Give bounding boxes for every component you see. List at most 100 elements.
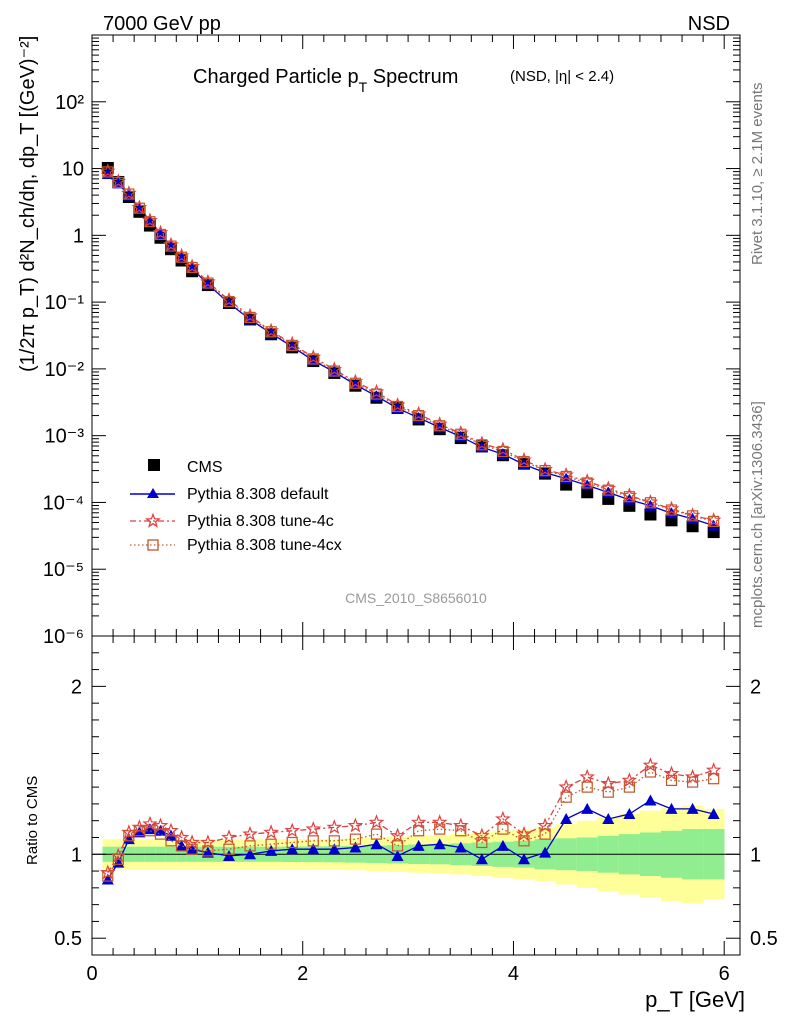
- ratio-series-point: [368, 814, 385, 829]
- ratio-y-tick-label: 2: [71, 676, 82, 698]
- main-series-point: [244, 311, 256, 324]
- ratio-series-point: [244, 840, 256, 852]
- ratio-series-point: [518, 853, 530, 865]
- main-series-point: [708, 515, 720, 528]
- ratio-series-point: [391, 849, 404, 861]
- ratio-series-point: [410, 814, 427, 829]
- legend-tune4cx-label: Pythia 8.308 tune-4cx: [187, 537, 342, 554]
- mcplots-source-label: mcplots.cern.ch [arXiv:1306.3436]: [749, 401, 766, 628]
- y-tick-label: 10⁻³: [45, 426, 85, 448]
- ratio-series-point: [539, 828, 551, 840]
- ratio-series-point: [602, 813, 615, 825]
- ratio-series-point: [665, 802, 678, 814]
- main-series-point: [476, 439, 488, 451]
- ratio-series-point: [201, 846, 214, 858]
- ratio-series-point: [265, 844, 278, 856]
- ratio-series-point: [558, 778, 574, 794]
- ratio-series-point: [186, 843, 198, 855]
- main-series-point: [133, 202, 146, 214]
- ratio-y-axis-label: Ratio to CMS: [24, 776, 41, 865]
- chart-title-prefix: Charged Particle p: [193, 66, 359, 88]
- ratio-series-point: [644, 766, 657, 778]
- legend-tune4c-label: Pythia 8.308 tune-4c: [187, 513, 334, 530]
- cms-data-point: [644, 508, 657, 521]
- y-tick-label: 10⁻¹: [45, 292, 85, 314]
- chart-title: Charged Particle pT Spectrum: [193, 66, 458, 95]
- ratio-series-point: [101, 873, 114, 885]
- ratio-series-point: [581, 802, 594, 814]
- ratio-series-point: [665, 774, 678, 786]
- legend-default-marker: [147, 488, 159, 498]
- y-tick-label: 10⁻⁶: [43, 626, 84, 648]
- ratio-series-point: [708, 773, 720, 785]
- header-energy-label: 7000 GeV pp: [103, 13, 221, 35]
- main-series-point: [112, 176, 124, 189]
- ratio-series-point: [684, 768, 701, 784]
- main-series-point: [581, 477, 593, 489]
- main-series-point: [175, 251, 188, 263]
- ratio-y-tick-label-right: 1: [750, 844, 761, 866]
- ratio-series-point: [307, 843, 320, 855]
- main-y-axis-label: (1/2π p_T) d²N_ch/dη, dp_T [(GeV)⁻²]: [17, 36, 39, 372]
- ratio-series-point: [154, 824, 167, 836]
- x-tick-label: 4: [508, 963, 519, 985]
- ratio-series-point: [152, 817, 169, 833]
- ratio-series-point: [307, 835, 319, 847]
- ratio-series-point: [475, 853, 488, 865]
- legend-tune4cx-marker: [147, 539, 159, 551]
- main-series-point: [391, 400, 404, 413]
- main-series-point: [686, 510, 699, 522]
- ratio-series-point: [496, 839, 509, 851]
- ratio-series-point: [328, 843, 341, 855]
- ratio-series-point: [452, 817, 469, 833]
- chart-title-suffix: Spectrum: [367, 66, 458, 88]
- y-tick-label: 10⁻⁵: [43, 559, 84, 581]
- ratio-series-point: [537, 817, 553, 833]
- x-axis-label: p_T [GeV]: [645, 987, 745, 1012]
- ratio-series-point: [244, 848, 257, 860]
- ratio-series-point: [474, 827, 490, 843]
- main-series-point: [434, 420, 446, 432]
- ratio-series-point: [623, 781, 635, 793]
- main-series-point: [560, 470, 572, 483]
- ratio-series-point: [200, 834, 216, 850]
- ratio-series-point: [579, 768, 596, 784]
- main-series-point: [623, 491, 635, 503]
- axis-ticks: 0 2 4 6 10⁻⁶ 10⁻⁵ 10⁻⁴ 10⁻³ 10⁻² 10⁻¹ 1 10 10² 0.5 0.5…: [43, 35, 778, 985]
- ratio-series-point: [602, 786, 614, 798]
- rivet-version-label: Rivet 3.1.10, ≥ 2.1M events: [749, 83, 766, 266]
- main-series-point: [202, 277, 214, 289]
- ratio-series-point: [263, 824, 279, 840]
- ratio-series-point: [286, 836, 298, 849]
- main-series-point: [165, 240, 177, 252]
- ratio-series-point: [560, 791, 572, 803]
- ratio-series-point: [623, 807, 636, 819]
- ratio-series-point: [142, 815, 158, 831]
- legend-default-label: Pythia 8.308 default: [187, 486, 329, 503]
- ratio-series-point: [516, 825, 532, 841]
- ratio-series-point: [202, 845, 214, 857]
- main-series-point: [154, 228, 167, 241]
- ratio-series-point: [600, 775, 617, 791]
- ratio-series-point: [265, 838, 277, 850]
- main-series-point: [707, 519, 720, 531]
- analysis-id-label: CMS_2010_S8656010: [345, 590, 487, 606]
- ratio-series-point: [413, 825, 425, 837]
- main-series-point: [370, 388, 383, 400]
- ratio-series-point: [431, 814, 448, 829]
- ratio-series-point: [686, 776, 699, 788]
- ratio-series-point: [642, 757, 659, 772]
- ratio-series-point: [112, 853, 124, 865]
- main-series-point: [328, 365, 340, 377]
- ratio-series-point: [133, 826, 146, 838]
- chart-title-subscript: T: [359, 79, 368, 95]
- main-series-point: [370, 390, 383, 402]
- main-series-point: [413, 409, 425, 422]
- ratio-series-point: [154, 828, 167, 840]
- header-process-label: NSD: [688, 13, 730, 35]
- ratio-series-point: [286, 843, 299, 855]
- ratio-series-point: [122, 833, 135, 845]
- ratio-series-point: [389, 827, 406, 843]
- ratio-series-point: [284, 822, 301, 838]
